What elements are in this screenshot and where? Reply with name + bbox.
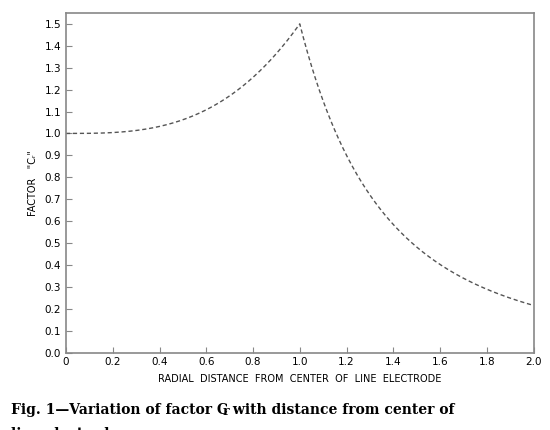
- Text: line electrode.: line electrode.: [11, 427, 123, 430]
- Text: with distance from center of: with distance from center of: [228, 403, 455, 417]
- Y-axis label: FACTOR   "Cᵣ": FACTOR "Cᵣ": [28, 150, 37, 216]
- Text: Fig. 1—Variation of factor C: Fig. 1—Variation of factor C: [11, 403, 228, 417]
- X-axis label: RADIAL  DISTANCE  FROM  CENTER  OF  LINE  ELECTRODE: RADIAL DISTANCE FROM CENTER OF LINE ELEC…: [158, 375, 442, 384]
- Text: r: r: [223, 405, 229, 418]
